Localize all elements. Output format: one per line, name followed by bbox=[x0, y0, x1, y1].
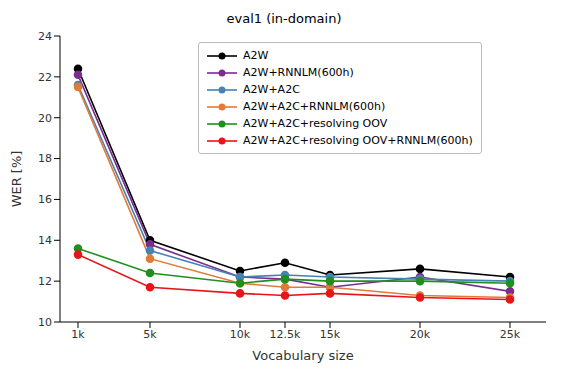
svg-text:10: 10 bbox=[38, 316, 52, 329]
html-text:A2W: A2W bbox=[243, 49, 269, 62]
svg-text:22: 22 bbox=[38, 71, 52, 84]
svg-text:20: 20 bbox=[38, 112, 52, 125]
html-text:A2W+A2C+RNNLM(600h): A2W+A2C+RNNLM(600h) bbox=[243, 100, 386, 113]
svg-text:12: 12 bbox=[38, 275, 52, 288]
svg-text:1k: 1k bbox=[71, 328, 85, 341]
svg-text:10k: 10k bbox=[230, 328, 251, 341]
html-text:A2W+A2C: A2W+A2C bbox=[243, 83, 300, 96]
html-text:A2W+A2C+resolving OOV: A2W+A2C+resolving OOV bbox=[243, 117, 388, 130]
svg-text:5k: 5k bbox=[143, 328, 157, 341]
svg-text:15k: 15k bbox=[320, 328, 341, 341]
html-text:eval1 (in-domain): eval1 (in-domain) bbox=[226, 11, 342, 26]
svg-text:18: 18 bbox=[38, 152, 52, 165]
svg-text:25k: 25k bbox=[500, 328, 521, 341]
svg-text:16: 16 bbox=[38, 193, 52, 206]
svg-text:12.5k: 12.5k bbox=[270, 328, 301, 341]
html-text:A2W+A2C+resolving OOV+RNNLM(60: A2W+A2C+resolving OOV+RNNLM(600h) bbox=[243, 134, 473, 147]
svg-text:24: 24 bbox=[38, 30, 52, 43]
html-text:A2W+RNNLM(600h): A2W+RNNLM(600h) bbox=[243, 66, 354, 79]
svg-text:Vocabulary size: Vocabulary size bbox=[252, 348, 353, 363]
svg-text:20k: 20k bbox=[410, 328, 431, 341]
svg-text:WER [%]: WER [%] bbox=[9, 151, 24, 208]
svg-text:14: 14 bbox=[38, 234, 52, 247]
